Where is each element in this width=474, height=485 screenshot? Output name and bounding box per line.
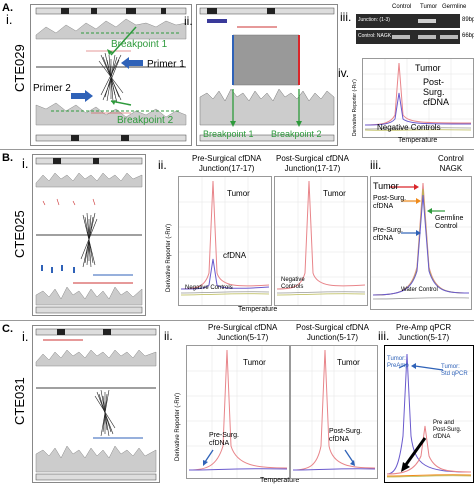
c-c3-prepost: Pre and Post-Surg. cfDNA bbox=[433, 420, 462, 440]
primer-2-label: Primer 2 bbox=[33, 83, 71, 94]
gel-row-2-size: 66bp bbox=[462, 33, 474, 39]
panel-c-letter: C. bbox=[2, 323, 13, 335]
divider-ab bbox=[0, 149, 474, 150]
c-c2-postsurg: Post-Surg. cfDNA bbox=[329, 428, 363, 443]
panel-c: C. CTE031 i. ii. Pre-Surgical cfDNA Junc… bbox=[0, 321, 474, 485]
c-melt-chart-1: Tumor Pre-Surg. cfDNA bbox=[186, 345, 290, 479]
panel-b-ii: ii. bbox=[158, 158, 167, 172]
gel-band-tumor bbox=[418, 19, 436, 23]
genome-browser-c-i bbox=[32, 325, 160, 483]
gel-row-2: Control: NAGK bbox=[356, 30, 460, 44]
gel-band-germline bbox=[440, 35, 458, 39]
c-c3-tumor-std: Tumor: Std qPCR bbox=[441, 364, 468, 377]
panel-a: A. CTE029 i. bbox=[0, 0, 474, 148]
gel-row-2-label: Control: NAGK bbox=[358, 33, 392, 39]
c-melt-chart-1-svg bbox=[187, 346, 289, 478]
genome-browser-a-i-svg bbox=[35, 7, 187, 142]
b-c1-cfdna: cfDNA bbox=[223, 251, 247, 260]
b-c3-germline: Germline Control bbox=[435, 215, 464, 230]
gel-row-1-size: 89bp bbox=[462, 17, 474, 23]
b-c1-negative: Negative Controls bbox=[185, 285, 233, 291]
c-c3-tumor-pre: Tumor: PreAmp bbox=[387, 356, 409, 369]
b-chart1-title: Pre-Surgical cfDNA Junction(17-17) bbox=[192, 154, 262, 173]
c-ylabel: Derivative Reporter (-Rn') bbox=[175, 392, 181, 461]
c-melt-chart-3-svg bbox=[385, 353, 473, 478]
panel-b-iii: iii. bbox=[370, 158, 382, 172]
genome-browser-a-i: Breakpoint 1 Primer 1 Primer 2 Breakpoin… bbox=[30, 4, 192, 146]
panel-a-sample-label: CTE029 bbox=[12, 44, 27, 92]
panel-b-letter: B. bbox=[2, 152, 13, 164]
breakpoint-1-label: Breakpoint 1 bbox=[111, 39, 168, 50]
gel-image: Control Tumor Germline Junction: (1-3) 8… bbox=[356, 4, 474, 48]
panel-c-i: i. bbox=[22, 329, 29, 344]
panel-a-iii: iii. bbox=[340, 10, 352, 24]
b-c3-water: Water Control bbox=[401, 287, 438, 293]
melt-chart-a-iv: Tumor Post- Surg. cfDNA Negative Control… bbox=[362, 58, 474, 138]
b-chart2-title: Post-Surgical cfDNA Junction(17-17) bbox=[276, 154, 349, 173]
c-chart2-title: Post-Surgical cfDNA Junction(5-17) bbox=[296, 323, 369, 342]
b-melt-chart-2: Tumor Negative Controls bbox=[274, 176, 368, 306]
b-c3-postsurg: Post-Surg. cfDNA bbox=[373, 195, 407, 210]
b-c1-tumor: Tumor bbox=[227, 189, 250, 198]
c-chart3-title: Pre-Amp qPCR Junction(5-17) bbox=[396, 323, 452, 342]
gel-row-1-label: Junction: (1-3) bbox=[358, 17, 390, 23]
gel-row-1: Junction: (1-3) bbox=[356, 14, 460, 28]
c-xlabel: Temperature bbox=[260, 477, 300, 484]
c-melt-chart-2: Tumor Post-Surg. cfDNA bbox=[290, 345, 378, 479]
panel-c-sample-label: CTE031 bbox=[12, 377, 27, 425]
iv-negative-label: Negative Controls bbox=[377, 123, 441, 132]
gel-header-tumor: Tumor bbox=[420, 4, 438, 10]
panel-a-i: i. bbox=[6, 12, 13, 27]
gel-band-tumor-2 bbox=[418, 35, 436, 39]
genome-browser-c-i-svg bbox=[35, 328, 157, 481]
b-melt-chart-1-svg bbox=[179, 177, 271, 305]
panel-b-i: i. bbox=[22, 156, 29, 171]
c-melt-chart-3: Tumor: PreAmp Tumor: Std qPCR Pre and Po… bbox=[384, 345, 474, 483]
genome-browser-b-i bbox=[32, 154, 146, 316]
b-c3-tumor: Tumor bbox=[373, 181, 399, 191]
breakpoint-2-label: Breakpoint 2 bbox=[117, 115, 174, 126]
panel-b-sample-label: CTE025 bbox=[12, 210, 27, 258]
panel-a-ii: ii. bbox=[184, 14, 193, 28]
gel-header-control: Control bbox=[392, 4, 412, 10]
b-melt-chart-2-svg bbox=[275, 177, 367, 305]
genome-browser-a-ii-svg bbox=[199, 7, 335, 142]
gel-header-germline: Germline bbox=[442, 4, 467, 10]
panel-c-ii: ii. bbox=[164, 329, 173, 343]
c-c1-presurg: Pre-Surg. cfDNA bbox=[209, 432, 239, 447]
melt-chart-a-iv-svg bbox=[363, 59, 473, 137]
iv-ylabel: Derivative Reporter (-Rn') bbox=[352, 79, 358, 136]
ii-breakpoint-2-label: Breakpoint 2 bbox=[271, 129, 322, 139]
panel-a-letter: A. bbox=[2, 2, 13, 14]
b-xlabel: Temperature bbox=[238, 306, 278, 313]
genome-browser-a-ii: Breakpoint 1 Breakpoint 2 bbox=[196, 4, 338, 146]
c-melt-chart-2-svg bbox=[291, 346, 377, 478]
gel-band-control bbox=[392, 35, 410, 39]
iv-xlabel: Temperature bbox=[398, 137, 438, 144]
b-melt-chart-1: Tumor cfDNA Negative Controls bbox=[178, 176, 272, 306]
genome-browser-b-i-svg bbox=[35, 157, 143, 314]
panel-b: B. CTE025 i. ii. Pre-Surgical cfDNA Junc… bbox=[0, 150, 474, 318]
b-melt-chart-3: Tumor Post-Surg. cfDNA Germline Control … bbox=[370, 176, 472, 310]
panel-a-iv: iv. bbox=[338, 66, 350, 80]
primer-1-label: Primer 1 bbox=[147, 59, 185, 70]
iv-postsurg-label: Post- Surg. cfDNA bbox=[423, 77, 450, 107]
panel-c-iii: iii. bbox=[378, 329, 390, 343]
b-c2-negative: Negative Controls bbox=[281, 277, 305, 290]
divider-bc bbox=[0, 320, 474, 321]
b-c3-presurg: Pre-Surg. cfDNA bbox=[373, 227, 403, 242]
b-ylabel: Derivative Reporter (-Rn') bbox=[166, 223, 172, 292]
c-chart1-title: Pre-Surgical cfDNA Junction(5-17) bbox=[208, 323, 278, 342]
b-melt-chart-3-svg bbox=[371, 182, 471, 300]
c-c1-tumor: Tumor bbox=[243, 358, 266, 367]
b-chart3-title: Control NAGK bbox=[438, 154, 464, 173]
b-c2-tumor: Tumor bbox=[323, 189, 346, 198]
ii-breakpoint-1-label: Breakpoint 1 bbox=[203, 129, 254, 139]
c-c2-tumor: Tumor bbox=[337, 358, 360, 367]
iv-tumor-label: Tumor bbox=[415, 63, 441, 73]
